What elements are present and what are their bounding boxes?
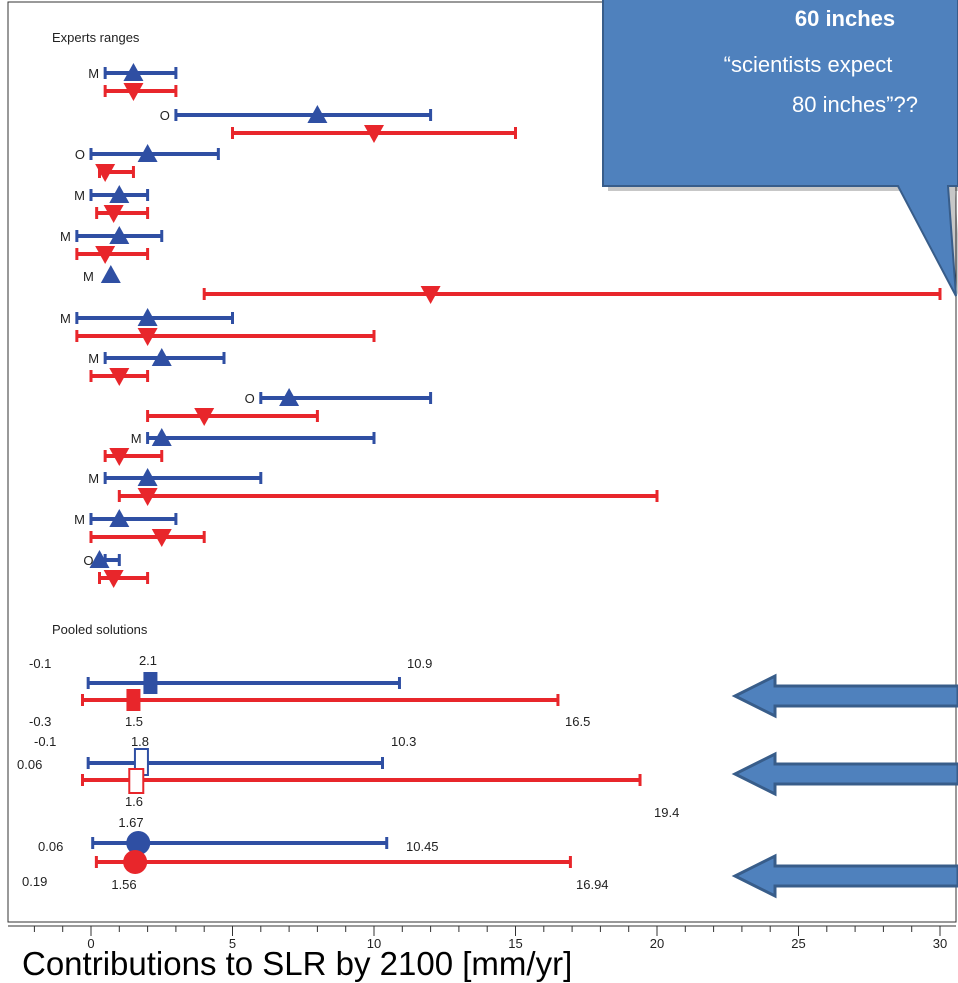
pooled-0-blue-mid-label: 2.1	[139, 653, 157, 668]
expert-2-blue-marker	[137, 144, 158, 162]
expert-6-label: M	[60, 311, 71, 326]
expert-5-label: M	[83, 269, 94, 284]
x-tick-label: 20	[650, 936, 664, 951]
expert-11-red-marker	[151, 529, 172, 547]
expert-2-red-marker	[95, 164, 116, 182]
expert-4-label: M	[60, 229, 71, 244]
x-tick-label: 25	[791, 936, 805, 951]
expert-8-label: O	[245, 391, 255, 406]
pooled-1-red-marker	[128, 768, 145, 794]
series-layer: M O O M M M M M O M M M O -0.1 2.1 10.9 -0.3 1.5 16.5 -0.1 1…	[17, 63, 942, 892]
expert-11-blue-marker	[109, 509, 130, 527]
expert-8-red-marker	[194, 408, 215, 426]
x-tick-label: 5	[229, 936, 236, 951]
pooled-2-blue-marker	[126, 831, 151, 855]
pooled-0-blue-marker	[143, 672, 158, 694]
experts-header: Experts ranges	[52, 30, 140, 45]
expert-12-blue-marker	[89, 550, 110, 568]
expert-4-blue-marker	[109, 226, 130, 244]
pooled-0-red-marker	[126, 689, 141, 711]
expert-1-blue-marker	[307, 105, 328, 123]
expert-2-label: O	[75, 147, 85, 162]
callout-shape	[602, 0, 958, 297]
x-tick-label: 30	[933, 936, 947, 951]
pooled-2-red-low-label: 0.19	[22, 874, 47, 889]
expert-11-label: M	[74, 512, 85, 527]
x-tick-label: 10	[367, 936, 381, 951]
expert-5-red-marker	[420, 286, 441, 304]
pooled-1-red-high-label: 19.4	[654, 805, 679, 820]
expert-9-red-marker	[109, 448, 130, 466]
pooled-arrow-3	[731, 853, 958, 899]
callout-bubble: 60 inches “scientists expect 80 inches”?…	[602, 0, 958, 297]
expert-8-blue-marker	[279, 388, 300, 406]
expert-1-label: O	[160, 108, 170, 123]
pooled-arrow-2	[731, 751, 958, 797]
pooled-1-blue-high-label: 10.3	[391, 734, 416, 749]
expert-4-red-marker	[95, 246, 116, 264]
expert-3-blue-marker	[109, 185, 130, 203]
pooled-2-blue-low-label: 0.06	[38, 839, 63, 854]
x-tick-label: 0	[87, 936, 94, 951]
expert-6-blue-marker	[137, 308, 158, 326]
pooled-2-red-marker	[123, 850, 148, 874]
expert-0-red-marker	[123, 83, 144, 101]
callout-line-3: 80 inches”??	[792, 92, 918, 117]
expert-9-label: M	[131, 431, 142, 446]
pooled-0-blue-high-label: 10.9	[407, 656, 432, 671]
pooled-1-red-mid-label: 1.6	[125, 794, 143, 809]
pooled-0-red-mid-label: 1.5	[125, 714, 143, 729]
pooled-arrow-1	[731, 673, 958, 719]
plot-frame	[7, 1, 957, 923]
x-tick-label: 15	[508, 936, 522, 951]
pooled-header: Pooled solutions	[52, 622, 148, 637]
pooled-1-blue-low-label: -0.1	[34, 734, 56, 749]
expert-6-red-marker	[137, 328, 158, 346]
pooled-0-red-high-label: 16.5	[565, 714, 590, 729]
expert-7-red-marker	[109, 368, 130, 386]
expert-5-blue-marker	[100, 265, 121, 283]
expert-7-label: M	[88, 351, 99, 366]
expert-7-blue-marker	[151, 348, 172, 366]
expert-12-red-marker	[103, 570, 124, 588]
pooled-2-red-mid-label: 1.56	[111, 877, 136, 892]
x-axis: 0 5 10 15 20 25 30	[8, 925, 956, 951]
expert-10-blue-marker	[137, 468, 158, 486]
callout-line-2: “scientists expect	[724, 52, 893, 77]
pooled-1-blue-mid-label: 1.8	[131, 734, 149, 749]
pooled-0-red-low-label: -0.3	[29, 714, 51, 729]
expert-9-blue-marker	[151, 428, 172, 446]
expert-0-blue-marker	[123, 63, 144, 81]
expert-3-red-marker	[103, 205, 124, 223]
x-axis-title: Contributions to SLR by 2100 [mm/yr]	[22, 945, 572, 982]
pooled-0-blue-low-label: -0.1	[29, 656, 51, 671]
callout-line-1: 60 inches	[795, 6, 895, 31]
expert-10-red-marker	[137, 488, 158, 506]
pooled-2-blue-mid-label: 1.67	[118, 815, 143, 830]
pooled-2-blue-high-label: 10.45	[406, 839, 439, 854]
expert-0-label: M	[88, 66, 99, 81]
pooled-2-red-high-label: 16.94	[576, 877, 609, 892]
expert-1-red-marker	[364, 125, 384, 143]
pooled-1-red-low-label: 0.06	[17, 757, 42, 772]
expert-10-label: M	[88, 471, 99, 486]
pooled-arrows	[731, 673, 958, 899]
expert-12-label: O	[83, 553, 93, 568]
expert-3-label: M	[74, 188, 85, 203]
